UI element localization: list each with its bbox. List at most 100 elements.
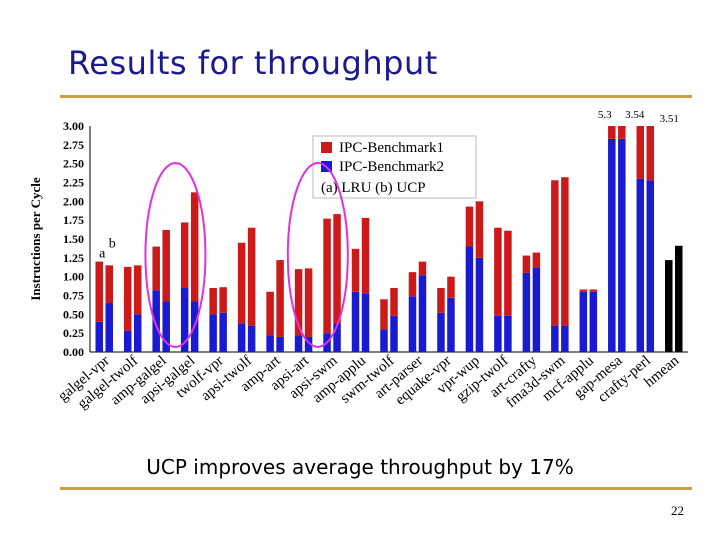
bar-b-label: b <box>109 237 116 252</box>
legend-swatch <box>321 142 332 153</box>
bar-segment-benchmark1 <box>294 269 303 336</box>
bar-segment-benchmark1 <box>551 180 559 326</box>
bar-segment-benchmark2 <box>390 315 398 352</box>
bar-segment-benchmark1 <box>494 227 502 316</box>
y-tick-label: 2.50 <box>63 157 84 171</box>
bar-segment-benchmark1 <box>333 214 341 324</box>
bar-segment-benchmark2 <box>675 245 683 352</box>
bar-segment-benchmark2 <box>219 312 227 352</box>
bar-segment-benchmark1 <box>209 287 217 315</box>
y-tick-label: 0.00 <box>63 345 84 359</box>
bar-segment-benchmark2 <box>504 315 512 352</box>
y-tick-label: 0.75 <box>63 289 84 303</box>
bar-segment-benchmark1 <box>351 248 360 292</box>
bar-segment-benchmark2 <box>418 275 427 352</box>
y-tick-label: 1.25 <box>63 251 84 265</box>
bar-segment-benchmark1 <box>589 289 598 292</box>
y-tick-label: 0.25 <box>63 326 84 340</box>
bar-segment-benchmark1 <box>95 261 103 322</box>
bar-segment-benchmark1 <box>190 192 199 302</box>
bar-segment-benchmark1 <box>162 229 170 302</box>
bar-segment-benchmark2 <box>333 323 341 352</box>
y-tick-label: 0.50 <box>63 307 84 321</box>
bar-segment-benchmark2 <box>123 330 132 352</box>
bar-segment-benchmark2 <box>447 297 455 352</box>
highlight-ellipse <box>286 162 349 348</box>
legend-note: (a) LRU (b) UCP <box>321 180 426 196</box>
bar-segment-benchmark2 <box>276 336 284 352</box>
bar-segment-benchmark2 <box>180 287 189 352</box>
footer-divider <box>60 487 692 490</box>
y-axis-label: Instructions per Cycle <box>28 177 43 300</box>
bar-segment-benchmark2 <box>618 138 626 352</box>
bar-segment-benchmark2 <box>105 303 113 352</box>
y-tick-label: 1.00 <box>63 270 84 284</box>
bar-segment-benchmark2 <box>380 329 388 352</box>
highlight-ellipse <box>144 162 207 348</box>
bar-segment-benchmark2 <box>247 325 256 352</box>
clip-value-label: 3.51 <box>660 113 679 125</box>
bar-segment-benchmark1 <box>133 265 142 315</box>
bar-segment-benchmark1 <box>418 261 427 276</box>
bar-segment-benchmark1 <box>323 218 331 334</box>
bar-segment-benchmark1 <box>646 126 655 181</box>
bar-segment-benchmark1 <box>304 268 313 337</box>
bar-segment-benchmark1 <box>522 255 531 273</box>
bar-a-label: a <box>99 247 106 262</box>
bar-segment-benchmark1 <box>237 242 246 324</box>
bar-segment-benchmark1 <box>437 287 445 313</box>
bar-segment-benchmark2 <box>162 301 170 352</box>
throughput-chart: 0.00 0.25 0.50 0.75 1.00 1.25 1.50 1.75 2.00 2.25… <box>28 109 688 412</box>
bar-segment-benchmark2 <box>294 335 303 352</box>
bar-segment-benchmark2 <box>266 335 274 352</box>
bar-segment-benchmark1 <box>152 246 160 291</box>
bar-segment-benchmark1 <box>532 252 541 268</box>
bar-segment-benchmark2 <box>408 296 417 352</box>
y-tick-label: 2.00 <box>63 194 84 208</box>
y-tick-label: 1.75 <box>63 213 84 227</box>
bar-segment-benchmark2 <box>636 178 645 352</box>
bar-segment-benchmark1 <box>105 265 113 304</box>
bar-segment-benchmark1 <box>361 217 370 294</box>
bar-segment-benchmark1 <box>219 287 227 313</box>
bar-segment-benchmark2 <box>304 336 313 352</box>
legend-entry: IPC-Benchmark1 <box>339 140 444 156</box>
bar-segment-benchmark2 <box>361 293 370 352</box>
bar-segment-benchmark1 <box>123 266 132 331</box>
bar-segment-benchmark2 <box>579 291 588 352</box>
bar-segment-benchmark2 <box>237 323 246 352</box>
bar-segment-benchmark1 <box>465 206 474 247</box>
bar-segment-benchmark2 <box>133 314 142 352</box>
bar-segment-benchmark2 <box>561 325 569 352</box>
legend-box <box>312 135 477 199</box>
bar-segment-benchmark1 <box>276 260 284 337</box>
title-divider <box>60 95 692 98</box>
slide-title: Results for throughput <box>68 44 438 82</box>
bar-segment-benchmark2 <box>551 325 559 352</box>
bar-segment-benchmark2 <box>589 291 598 352</box>
y-tick-label: 3.00 <box>63 119 84 133</box>
bar-segment-benchmark2 <box>351 291 360 352</box>
bar-segment-benchmark1 <box>247 227 256 326</box>
bar-segment-benchmark1 <box>636 126 645 179</box>
bar-segment-benchmark2 <box>95 321 103 352</box>
bar-segment-benchmark1 <box>180 222 189 288</box>
bar-segment-benchmark1 <box>380 299 388 330</box>
bar-segment-benchmark2 <box>494 315 502 352</box>
bar-segment-benchmark2 <box>209 314 217 352</box>
slide-caption: UCP improves average throughput by 17% <box>146 455 574 479</box>
bar-segment-benchmark1 <box>390 287 398 316</box>
y-tick-label: 2.25 <box>63 176 84 190</box>
bar-segment-benchmark1 <box>561 177 569 326</box>
bar-segment-benchmark1 <box>475 201 484 258</box>
clip-value-label: 3.54 <box>625 109 645 121</box>
bar-segment-benchmark2 <box>646 180 655 352</box>
bar-segment-benchmark2 <box>608 138 616 352</box>
bar-segment-benchmark2 <box>532 267 541 352</box>
y-tick-label: 1.50 <box>63 232 84 246</box>
bar-segment-benchmark1 <box>408 272 417 297</box>
bar-segment-benchmark1 <box>579 289 588 292</box>
y-tick-label: 2.75 <box>63 138 84 152</box>
bar-segment-benchmark2 <box>465 246 474 352</box>
page-number: 22 <box>671 503 684 518</box>
